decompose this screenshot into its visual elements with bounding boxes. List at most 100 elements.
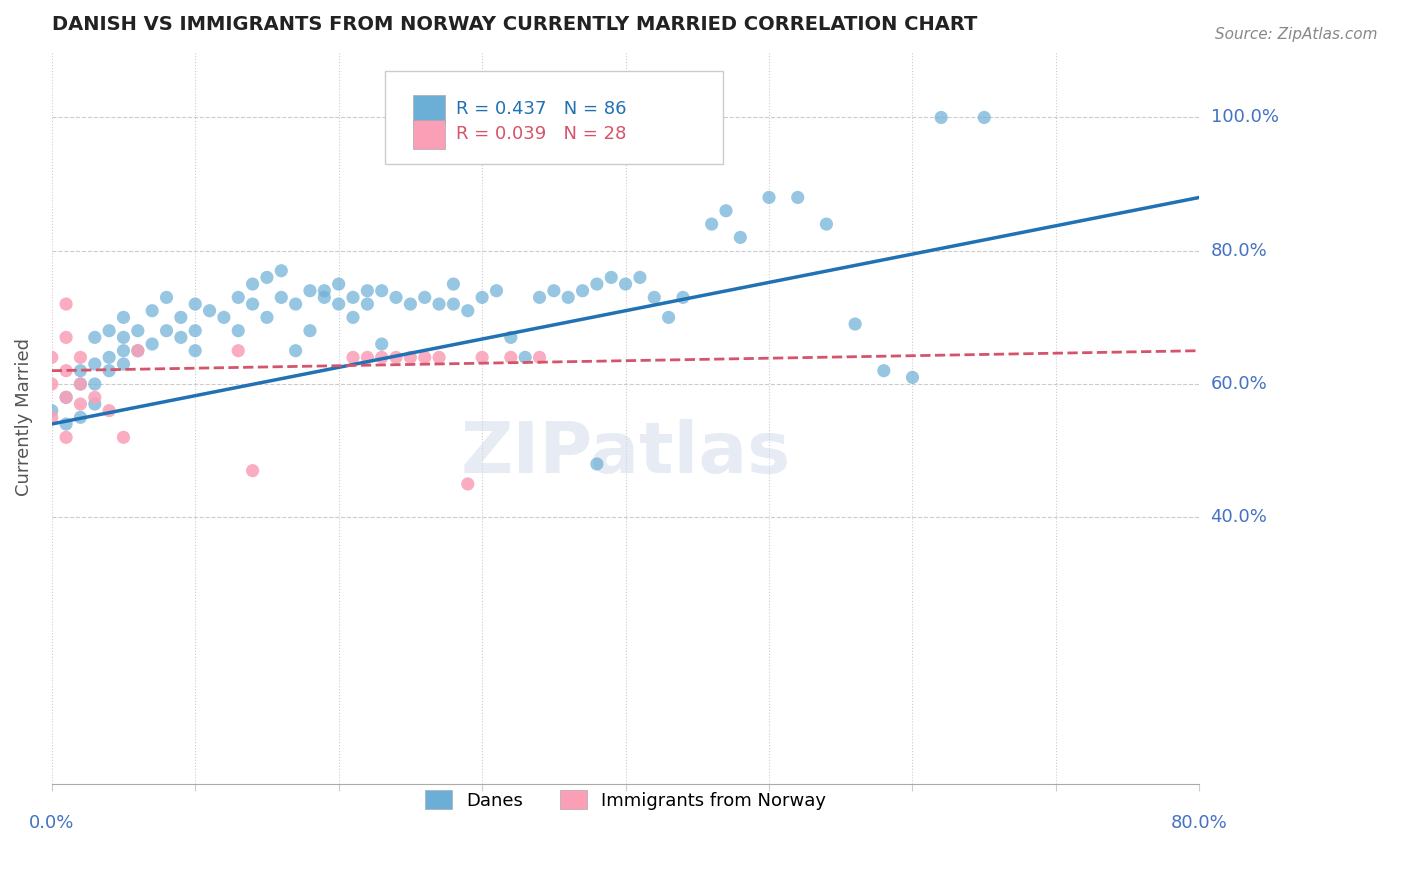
Point	[399, 297, 422, 311]
Point	[112, 357, 135, 371]
Point	[457, 303, 479, 318]
Point	[499, 330, 522, 344]
Point	[471, 351, 494, 365]
Point	[844, 317, 866, 331]
Text: 40.0%: 40.0%	[1211, 508, 1267, 526]
Point	[529, 290, 551, 304]
Point	[515, 351, 537, 365]
Point	[427, 297, 450, 311]
Point	[256, 270, 278, 285]
FancyBboxPatch shape	[385, 70, 723, 164]
Point	[55, 430, 77, 444]
Point	[242, 297, 264, 311]
Point	[83, 397, 105, 411]
Point	[385, 290, 408, 304]
Point	[385, 351, 408, 365]
Point	[284, 297, 307, 311]
Point	[427, 351, 450, 365]
Point	[69, 377, 91, 392]
Text: 100.0%: 100.0%	[1211, 109, 1278, 127]
Point	[499, 351, 522, 365]
Point	[112, 343, 135, 358]
Point	[529, 351, 551, 365]
Point	[328, 277, 350, 291]
Point	[226, 343, 249, 358]
Point	[155, 324, 177, 338]
Point	[413, 351, 436, 365]
Text: 0.0%: 0.0%	[30, 814, 75, 832]
Point	[457, 477, 479, 491]
Point	[69, 351, 91, 365]
Point	[55, 390, 77, 404]
Point	[98, 364, 121, 378]
Text: Source: ZipAtlas.com: Source: ZipAtlas.com	[1215, 27, 1378, 42]
Point	[557, 290, 579, 304]
Point	[141, 337, 163, 351]
Point	[98, 403, 121, 417]
Point	[55, 417, 77, 431]
Point	[714, 203, 737, 218]
Point	[600, 270, 623, 285]
Point	[571, 284, 593, 298]
Legend: Danes, Immigrants from Norway: Danes, Immigrants from Norway	[416, 781, 835, 819]
Point	[212, 310, 235, 325]
FancyBboxPatch shape	[413, 120, 446, 149]
Point	[586, 277, 609, 291]
Point	[242, 464, 264, 478]
Point	[342, 351, 364, 365]
Point	[55, 364, 77, 378]
Point	[614, 277, 637, 291]
Point	[730, 230, 752, 244]
Text: R = 0.039   N = 28: R = 0.039 N = 28	[456, 126, 626, 144]
Point	[184, 324, 207, 338]
Point	[643, 290, 665, 304]
Y-axis label: Currently Married: Currently Married	[15, 338, 32, 496]
Point	[127, 343, 149, 358]
Point	[370, 284, 392, 298]
Point	[41, 377, 63, 392]
Point	[98, 351, 121, 365]
Point	[55, 390, 77, 404]
Point	[83, 377, 105, 392]
Point	[155, 290, 177, 304]
Point	[815, 217, 838, 231]
Point	[270, 264, 292, 278]
Text: ZIPatlas: ZIPatlas	[461, 419, 790, 489]
Point	[672, 290, 695, 304]
Point	[83, 330, 105, 344]
Point	[973, 111, 995, 125]
Point	[170, 310, 193, 325]
Point	[198, 303, 221, 318]
Point	[170, 330, 193, 344]
Point	[184, 343, 207, 358]
Point	[69, 397, 91, 411]
Point	[55, 297, 77, 311]
Point	[127, 324, 149, 338]
Point	[314, 290, 336, 304]
Point	[55, 330, 77, 344]
Point	[226, 290, 249, 304]
Text: 80.0%: 80.0%	[1171, 814, 1227, 832]
Point	[873, 364, 896, 378]
Point	[112, 310, 135, 325]
Point	[399, 351, 422, 365]
Point	[658, 310, 681, 325]
Point	[314, 284, 336, 298]
Point	[929, 111, 952, 125]
Point	[98, 324, 121, 338]
Point	[471, 290, 494, 304]
Point	[543, 284, 565, 298]
Point	[83, 390, 105, 404]
Point	[284, 343, 307, 358]
Point	[586, 457, 609, 471]
Point	[256, 310, 278, 325]
Point	[700, 217, 723, 231]
Point	[226, 324, 249, 338]
Point	[298, 324, 321, 338]
Text: R = 0.437   N = 86: R = 0.437 N = 86	[456, 101, 626, 119]
Point	[413, 290, 436, 304]
Point	[342, 310, 364, 325]
Point	[356, 297, 378, 311]
Point	[485, 284, 508, 298]
Point	[342, 290, 364, 304]
